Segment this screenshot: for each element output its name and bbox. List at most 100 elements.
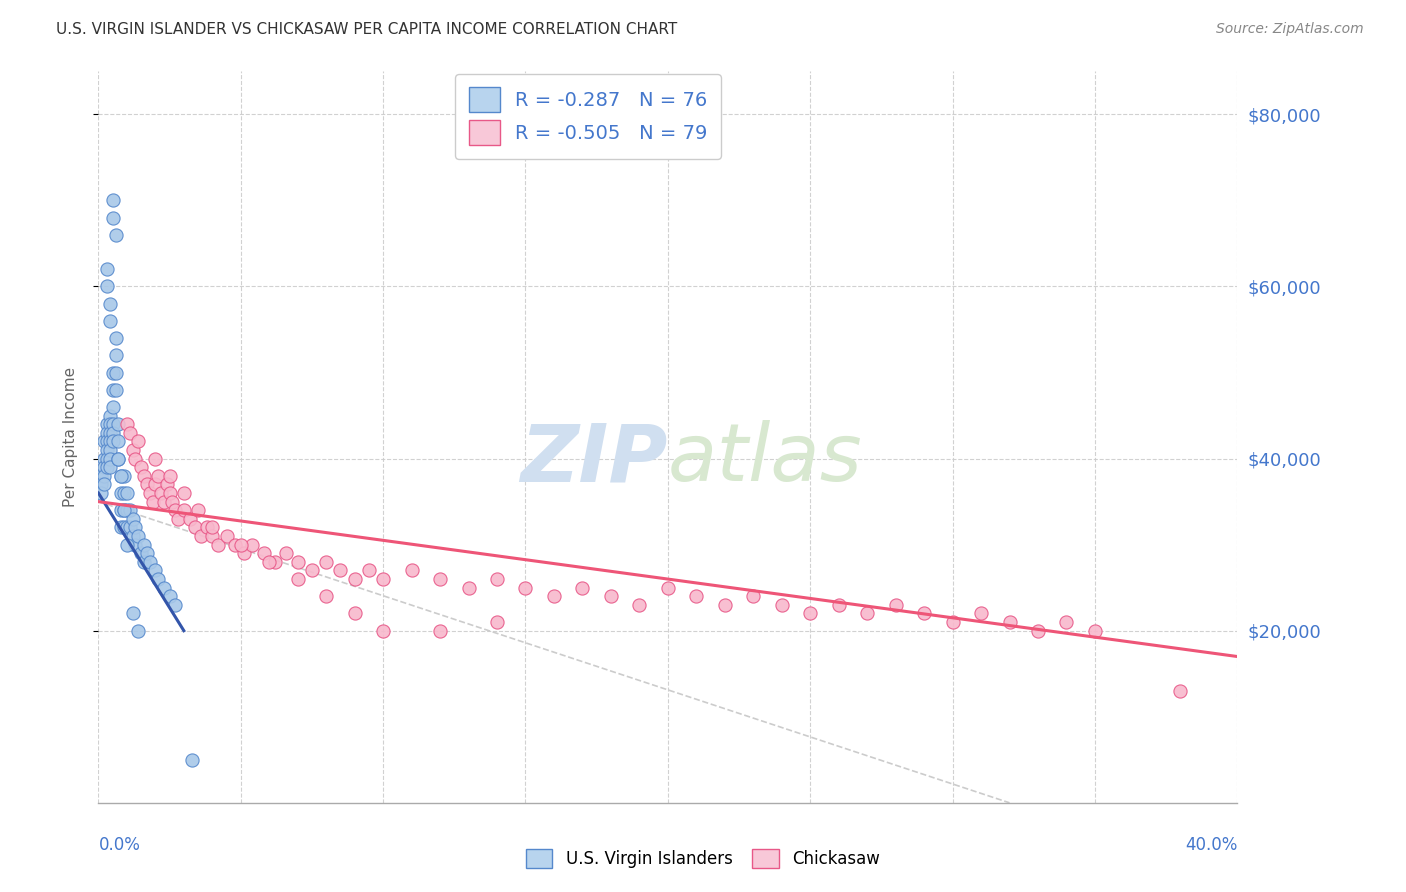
Point: [742, 589, 765, 603]
Point: [259, 555, 281, 569]
Point: [224, 538, 246, 552]
Point: [124, 451, 146, 466]
Point: [207, 538, 229, 552]
Point: [150, 486, 173, 500]
Point: [98, 460, 121, 475]
Point: [132, 468, 155, 483]
Point: [215, 529, 238, 543]
Point: [93, 434, 115, 449]
Point: [127, 529, 149, 543]
Point: [93, 451, 115, 466]
Point: [343, 572, 366, 586]
Point: [145, 477, 167, 491]
Point: [145, 451, 167, 466]
Point: [329, 564, 352, 578]
Point: [153, 494, 176, 508]
Point: [129, 546, 152, 560]
Point: [127, 624, 149, 638]
Point: [98, 425, 121, 440]
Point: [657, 581, 679, 595]
Point: [98, 314, 121, 328]
Point: [112, 468, 135, 483]
Point: [104, 366, 127, 380]
Point: [1170, 684, 1192, 698]
Point: [90, 486, 112, 500]
Point: [373, 624, 395, 638]
Text: Source: ZipAtlas.com: Source: ZipAtlas.com: [1216, 22, 1364, 37]
Point: [101, 383, 124, 397]
Point: [132, 555, 155, 569]
Text: atlas: atlas: [668, 420, 863, 498]
Point: [96, 434, 118, 449]
Point: [515, 581, 537, 595]
Point: [287, 555, 309, 569]
Point: [429, 624, 451, 638]
Point: [104, 348, 127, 362]
Text: 0.0%: 0.0%: [98, 836, 141, 854]
Point: [112, 520, 135, 534]
Point: [107, 451, 129, 466]
Point: [970, 607, 993, 621]
Point: [301, 564, 323, 578]
Point: [145, 564, 167, 578]
Point: [770, 598, 793, 612]
Point: [138, 486, 160, 500]
Point: [104, 331, 127, 345]
Point: [124, 538, 146, 552]
Legend: U.S. Virgin Islanders, Chickasaw: U.S. Virgin Islanders, Chickasaw: [519, 843, 887, 875]
Point: [141, 494, 163, 508]
Point: [93, 468, 115, 483]
Point: [167, 512, 190, 526]
Point: [799, 607, 821, 621]
Point: [373, 572, 395, 586]
Point: [98, 409, 121, 423]
Point: [486, 615, 509, 629]
Point: [107, 417, 129, 432]
Text: 40.0%: 40.0%: [1185, 836, 1237, 854]
Point: [112, 503, 135, 517]
Point: [101, 194, 124, 208]
Point: [457, 581, 479, 595]
Point: [229, 538, 252, 552]
Point: [118, 503, 141, 517]
Point: [195, 520, 218, 534]
Point: [201, 520, 224, 534]
Point: [315, 555, 337, 569]
Point: [112, 486, 135, 500]
Point: [135, 546, 157, 560]
Text: ZIP: ZIP: [520, 420, 668, 498]
Point: [315, 589, 337, 603]
Point: [115, 417, 138, 432]
Point: [98, 296, 121, 310]
Point: [121, 529, 143, 543]
Point: [96, 425, 118, 440]
Point: [998, 615, 1021, 629]
Point: [148, 468, 170, 483]
Point: [98, 434, 121, 449]
Point: [112, 503, 135, 517]
Point: [115, 520, 138, 534]
Point: [357, 564, 380, 578]
Point: [118, 425, 141, 440]
Point: [942, 615, 965, 629]
Point: [240, 538, 263, 552]
Point: [96, 262, 118, 277]
Point: [101, 434, 124, 449]
Point: [190, 529, 212, 543]
Point: [121, 512, 143, 526]
Point: [173, 486, 195, 500]
Point: [101, 425, 124, 440]
Point: [110, 503, 132, 517]
Point: [1084, 624, 1107, 638]
Point: [165, 503, 187, 517]
Point: [118, 520, 141, 534]
Point: [93, 460, 115, 475]
Point: [98, 417, 121, 432]
Point: [1056, 615, 1078, 629]
Point: [912, 607, 935, 621]
Point: [201, 529, 224, 543]
Point: [110, 468, 132, 483]
Point: [96, 417, 118, 432]
Point: [96, 442, 118, 457]
Point: [101, 400, 124, 414]
